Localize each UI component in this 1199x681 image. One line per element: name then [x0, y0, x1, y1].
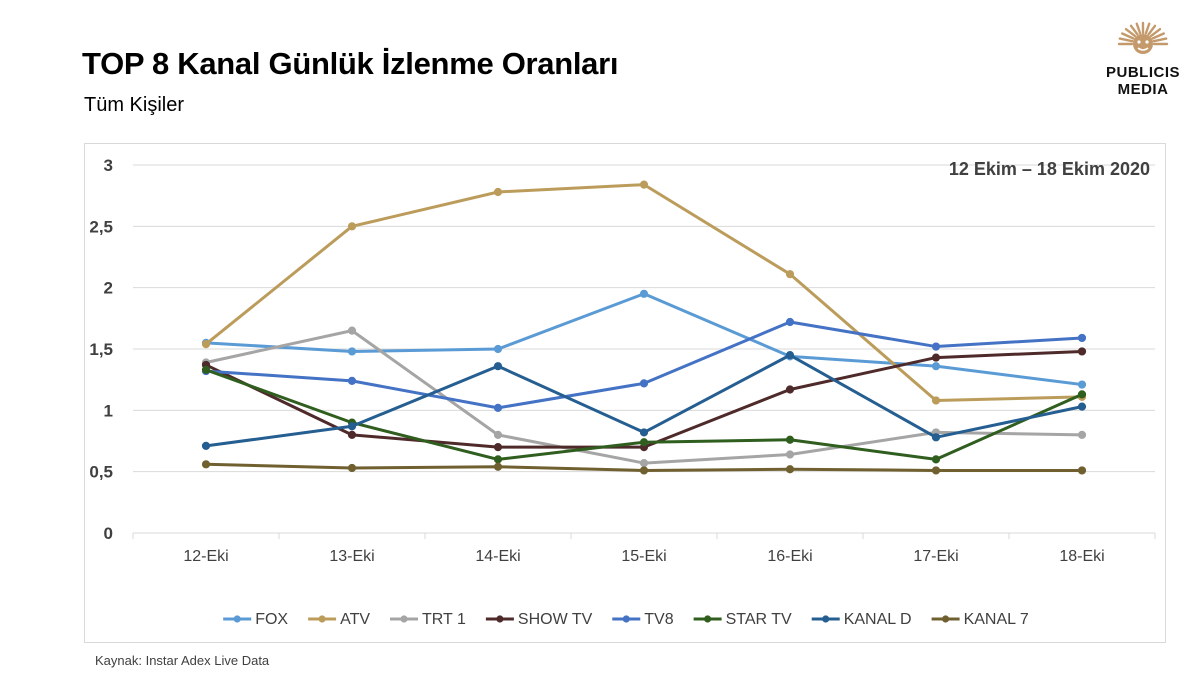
legend-marker-show-tv — [496, 615, 504, 623]
y-tick-label: 3 — [104, 156, 113, 175]
data-point-tv8 — [931, 342, 941, 351]
data-point-kanal-7 — [931, 466, 941, 475]
x-tick-label: 14-Eki — [475, 548, 520, 565]
y-tick-label: 1,5 — [89, 340, 113, 359]
data-point-kanal-7 — [493, 462, 503, 471]
data-point-trt-1 — [639, 458, 649, 468]
legend-label: KANAL 7 — [964, 611, 1029, 628]
x-tick-label: 18-Eki — [1059, 548, 1104, 565]
legend-marker-trt-1 — [400, 615, 408, 623]
data-point-kanal-7 — [347, 463, 357, 473]
page-subtitle: Tüm Kişiler — [84, 94, 185, 116]
data-point-kanal-d — [931, 433, 941, 442]
data-point-trt-1 — [1077, 430, 1087, 439]
data-point-show-tv — [1077, 347, 1087, 356]
logo-text-media: MEDIA — [1117, 81, 1169, 98]
x-tick-label: 15-Eki — [621, 548, 666, 565]
y-tick-label: 2 — [104, 279, 113, 298]
data-point-fox — [931, 362, 941, 371]
data-point-kanal-d — [201, 441, 211, 451]
data-point-star-tv — [1077, 390, 1087, 399]
legend-marker-tv8 — [622, 615, 630, 623]
data-point-kanal-d — [639, 428, 649, 437]
data-point-show-tv — [347, 430, 357, 439]
data-point-star-tv — [931, 455, 941, 464]
data-point-show-tv — [785, 385, 795, 394]
x-tick-label: 17-Eki — [913, 548, 958, 565]
series-line-fox — [205, 292, 1083, 387]
legend-marker-kanal-7 — [941, 615, 950, 623]
data-point-star-tv — [639, 438, 649, 447]
x-tick-label: 12-Eki — [183, 548, 228, 565]
data-point-fox — [1077, 380, 1087, 389]
lion-head-icon — [1117, 21, 1169, 54]
data-point-trt-1 — [493, 430, 503, 439]
legend: FOX ATV TRT 1 SHOW TV TV8 STAR TV KANAL D KANAL… — [223, 611, 1029, 628]
publicis-media-logo: PUBLICIS MEDIA — [1093, 18, 1193, 98]
data-point-kanal-7 — [639, 466, 649, 475]
chart-area: 0 0,5 1 1,5 2 2,5 3 12-Eki 13-Eki 14-Eki 15-Eki 16-… — [84, 143, 1166, 643]
data-point-show-tv — [493, 443, 503, 452]
x-tick-label: 16-Eki — [767, 548, 812, 565]
data-point-kanal-d — [347, 422, 357, 431]
data-point-tv8 — [785, 317, 795, 327]
data-point-atv — [201, 339, 211, 349]
line-chart: 0 0,5 1 1,5 2 2,5 3 12-Eki 13-Eki 14-Eki 15-Eki 16-… — [89, 156, 1156, 628]
data-point-tv8 — [347, 376, 357, 385]
data-point-kanal-d — [493, 362, 503, 371]
y-tick-label: 0,5 — [89, 463, 113, 482]
legend-marker-star-tv — [704, 615, 712, 623]
data-point-kanal-d — [785, 351, 795, 360]
y-tick-label: 1 — [104, 401, 113, 420]
data-point-kanal-7 — [785, 465, 795, 474]
legend-label: ATV — [340, 611, 370, 628]
source-note: Kaynak: Instar Adex Live Data — [95, 653, 270, 668]
data-point-show-tv — [931, 353, 941, 362]
data-point-star-tv — [493, 455, 503, 464]
data-point-atv — [639, 180, 649, 189]
data-point-trt-1 — [347, 326, 357, 335]
data-point-atv — [493, 187, 503, 197]
data-point-star-tv — [785, 435, 795, 444]
data-point-tv8 — [493, 403, 503, 412]
data-point-tv8 — [639, 379, 649, 388]
data-point-fox — [493, 344, 503, 354]
data-point-atv — [785, 270, 795, 279]
data-point-fox — [347, 347, 357, 356]
legend-marker-fox — [233, 615, 241, 623]
y-tick-label: 2,5 — [89, 217, 113, 236]
legend-marker-atv — [318, 615, 326, 623]
legend-label: TRT 1 — [422, 611, 466, 628]
data-point-atv — [931, 396, 941, 405]
data-point-trt-1 — [785, 450, 795, 459]
legend-label: TV8 — [644, 611, 673, 628]
y-tick-label: 0 — [104, 524, 113, 543]
x-tick-label: 13-Eki — [329, 548, 374, 565]
data-point-kanal-d — [1077, 402, 1087, 411]
legend-label: KANAL D — [844, 611, 912, 628]
legend-marker-kanal-d — [822, 615, 830, 623]
data-point-kanal-7 — [201, 460, 211, 469]
page-title: TOP 8 Kanal Günlük İzlenme Oranları — [82, 46, 619, 81]
data-point-fox — [639, 289, 649, 298]
data-point-kanal-7 — [1077, 466, 1087, 475]
legend-label: STAR TV — [726, 611, 792, 628]
data-point-atv — [347, 222, 357, 231]
data-point-tv8 — [1077, 333, 1087, 343]
legend-label: FOX — [255, 611, 288, 628]
logo-text-publicis: PUBLICIS — [1105, 64, 1180, 81]
data-point-star-tv — [201, 365, 211, 374]
date-range-annotation: 12 Ekim – 18 Ekim 2020 — [949, 159, 1150, 179]
legend-label: SHOW TV — [518, 611, 593, 628]
